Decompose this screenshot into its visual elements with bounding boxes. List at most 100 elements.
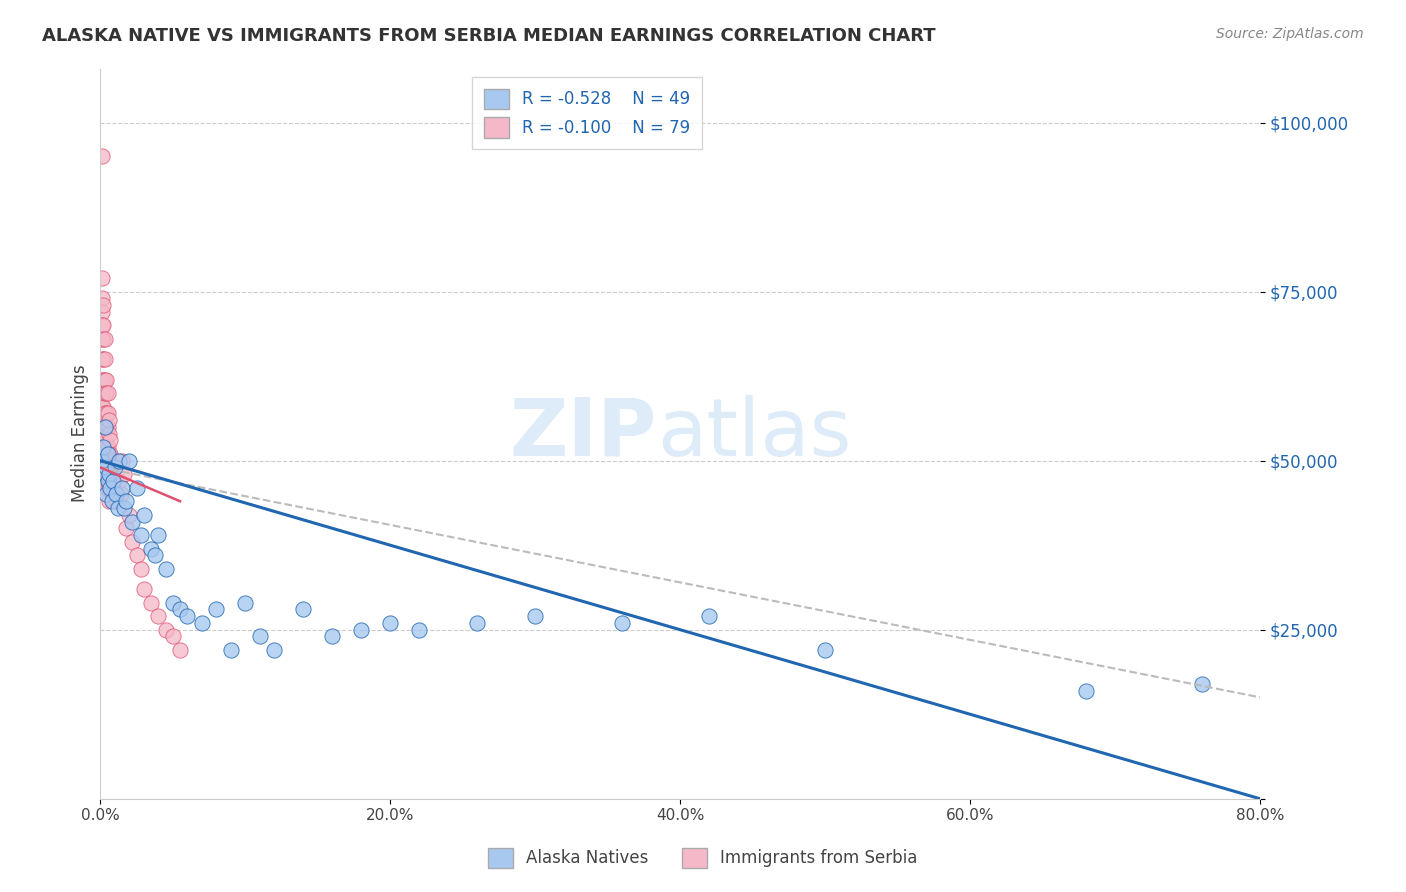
Point — [112, 501, 135, 516]
Text: ALASKA NATIVE VS IMMIGRANTS FROM SERBIA MEDIAN EARNINGS CORRELATION CHART: ALASKA NATIVE VS IMMIGRANTS FROM SERBIA … — [42, 27, 936, 45]
Point — [350, 623, 373, 637]
Point — [98, 426, 121, 441]
Point — [148, 609, 170, 624]
Point — [90, 318, 112, 333]
Point — [111, 453, 134, 467]
Y-axis label: Median Earnings: Median Earnings — [72, 365, 89, 502]
Point — [115, 521, 138, 535]
Point — [110, 487, 132, 501]
Point — [93, 460, 115, 475]
Point — [94, 373, 117, 387]
Point — [408, 623, 430, 637]
Point — [129, 562, 152, 576]
Point — [132, 582, 155, 596]
Point — [249, 630, 271, 644]
Point — [111, 481, 134, 495]
Point — [93, 420, 115, 434]
Point — [90, 271, 112, 285]
Point — [94, 460, 117, 475]
Point — [91, 440, 114, 454]
Point — [380, 615, 402, 630]
Point — [97, 467, 120, 482]
Point — [191, 615, 214, 630]
Point — [101, 494, 124, 508]
Point — [97, 474, 120, 488]
Point — [101, 487, 124, 501]
Point — [169, 602, 191, 616]
Point — [155, 623, 177, 637]
Point — [91, 426, 114, 441]
Point — [94, 420, 117, 434]
Point — [91, 332, 114, 346]
Point — [465, 615, 488, 630]
Point — [91, 352, 114, 367]
Text: Source: ZipAtlas.com: Source: ZipAtlas.com — [1216, 27, 1364, 41]
Point — [94, 481, 117, 495]
Point — [97, 440, 120, 454]
Point — [94, 386, 117, 401]
Point — [91, 400, 114, 414]
Point — [98, 474, 121, 488]
Point — [100, 481, 122, 495]
Point — [97, 447, 120, 461]
Point — [98, 413, 121, 427]
Point — [121, 515, 143, 529]
Point — [93, 373, 115, 387]
Point — [108, 453, 131, 467]
Point — [129, 528, 152, 542]
Point — [145, 549, 167, 563]
Point — [90, 332, 112, 346]
Point — [169, 643, 191, 657]
Point — [121, 534, 143, 549]
Point — [93, 352, 115, 367]
Point — [104, 460, 127, 475]
Point — [118, 453, 141, 467]
Point — [91, 318, 114, 333]
Point — [91, 373, 114, 387]
Point — [103, 474, 125, 488]
Legend: Alaska Natives, Immigrants from Serbia: Alaska Natives, Immigrants from Serbia — [481, 841, 925, 875]
Point — [94, 440, 117, 454]
Point — [321, 630, 343, 644]
Text: atlas: atlas — [657, 394, 852, 473]
Point — [93, 332, 115, 346]
Point — [94, 487, 117, 501]
Point — [115, 494, 138, 508]
Point — [105, 487, 128, 501]
Point — [1074, 683, 1097, 698]
Point — [101, 453, 124, 467]
Point — [101, 467, 124, 482]
Point — [103, 474, 125, 488]
Point — [91, 386, 114, 401]
Point — [697, 609, 720, 624]
Point — [104, 460, 127, 475]
Point — [98, 494, 121, 508]
Point — [105, 494, 128, 508]
Point — [97, 453, 120, 467]
Point — [90, 292, 112, 306]
Point — [139, 541, 162, 556]
Point — [104, 474, 127, 488]
Point — [155, 562, 177, 576]
Legend: R = -0.528    N = 49, R = -0.100    N = 79: R = -0.528 N = 49, R = -0.100 N = 79 — [472, 77, 702, 149]
Point — [263, 643, 285, 657]
Point — [94, 406, 117, 420]
Point — [176, 609, 198, 624]
Point — [91, 413, 114, 427]
Point — [93, 386, 115, 401]
Point — [125, 481, 148, 495]
Point — [90, 386, 112, 401]
Point — [814, 643, 837, 657]
Point — [97, 420, 120, 434]
Point — [139, 596, 162, 610]
Point — [93, 406, 115, 420]
Point — [90, 453, 112, 467]
Point — [219, 643, 242, 657]
Point — [233, 596, 256, 610]
Point — [94, 467, 117, 482]
Point — [108, 474, 131, 488]
Point — [90, 400, 112, 414]
Point — [103, 494, 125, 508]
Point — [1191, 677, 1213, 691]
Point — [93, 434, 115, 448]
